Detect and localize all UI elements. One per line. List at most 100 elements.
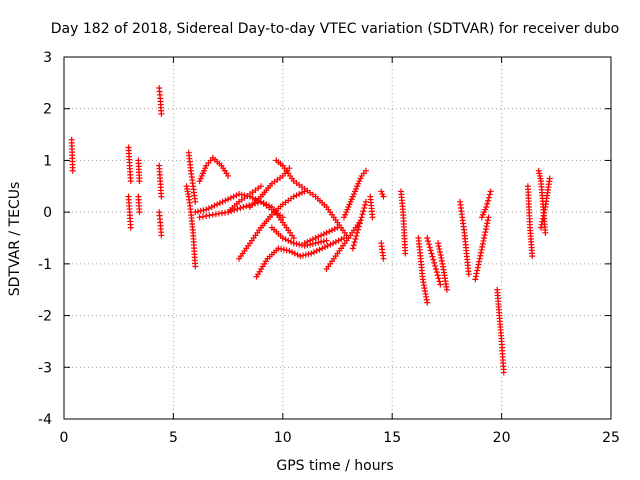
data-point <box>192 209 199 216</box>
y-tick-label: -4 <box>38 412 52 428</box>
data-point <box>136 178 143 185</box>
data-point <box>356 220 363 227</box>
data-point <box>225 172 232 179</box>
data-point <box>479 240 486 247</box>
axes: 0 5 10 15 20 25 -4 -3 -2 -1 0 1 2 3 <box>38 50 620 446</box>
data-point <box>539 215 546 222</box>
data-point <box>480 237 487 244</box>
data-point <box>477 249 484 256</box>
data-point <box>285 237 292 244</box>
data-point <box>431 259 438 266</box>
x-tick-label: 10 <box>274 430 292 446</box>
data-point <box>478 246 485 253</box>
data-point <box>481 232 488 239</box>
data-point <box>257 183 264 190</box>
plot-frame <box>63 56 612 420</box>
series-t2 <box>125 144 134 185</box>
data-point <box>307 237 314 244</box>
series-t9 <box>183 183 199 270</box>
data-point <box>541 209 548 216</box>
data-point <box>240 203 247 210</box>
data-point <box>380 255 387 262</box>
data-point <box>286 247 293 254</box>
data-point <box>362 201 369 208</box>
data-point <box>312 235 319 241</box>
y-tick-label: 3 <box>43 50 52 66</box>
series-t23 <box>349 198 369 252</box>
data-point <box>236 191 243 198</box>
series-t14 <box>225 183 264 216</box>
data-point <box>351 239 358 246</box>
data-point <box>424 299 431 306</box>
data-point <box>424 235 431 241</box>
y-axis-label: SDTVAR / TECUs <box>7 182 23 297</box>
data-point <box>227 194 234 201</box>
data-point <box>432 262 439 269</box>
series-t33 <box>478 188 494 221</box>
data-point <box>257 198 264 205</box>
data-point <box>485 197 492 204</box>
data-point <box>541 206 548 213</box>
data-point <box>486 191 493 198</box>
series-t7 <box>156 162 165 200</box>
data-point <box>203 206 210 213</box>
data-point <box>321 244 328 251</box>
series-t20 <box>301 224 341 247</box>
data-point <box>538 221 545 228</box>
series-t8 <box>156 209 165 239</box>
data-point <box>315 233 322 240</box>
data-point <box>275 245 282 252</box>
data-point <box>335 237 342 244</box>
x-tick-label: 25 <box>602 430 620 446</box>
data-point <box>484 217 491 224</box>
series-t3 <box>125 193 134 231</box>
data-point <box>127 224 134 231</box>
data-point <box>540 212 547 219</box>
data-point <box>310 249 317 256</box>
data-point <box>279 235 286 241</box>
data-point <box>228 208 235 215</box>
data-point <box>315 239 322 246</box>
data-points <box>68 85 553 376</box>
y-tick-label: 1 <box>43 153 52 169</box>
data-point <box>474 267 481 274</box>
series-t1 <box>68 136 76 174</box>
data-point <box>357 217 364 224</box>
data-point <box>437 251 444 258</box>
data-point <box>288 238 295 245</box>
series-t16 <box>253 235 348 280</box>
series-t35 <box>524 183 536 260</box>
data-point <box>252 200 259 207</box>
data-point <box>158 232 165 239</box>
series-t30 <box>435 240 450 293</box>
data-point <box>300 252 307 259</box>
x-axis-label: GPS time / hours <box>276 458 393 474</box>
series-t29 <box>424 235 444 288</box>
data-point <box>437 281 444 288</box>
data-point <box>437 249 444 256</box>
x-tick-label: 20 <box>493 430 511 446</box>
y-tick-label: 0 <box>43 205 52 221</box>
data-point <box>476 255 483 262</box>
data-point <box>158 110 165 117</box>
data-point <box>362 167 369 174</box>
series-t25 <box>378 188 387 200</box>
data-point <box>319 245 326 252</box>
data-point <box>546 175 553 182</box>
data-point <box>211 202 218 209</box>
series-t26 <box>378 240 387 262</box>
data-point <box>435 240 442 247</box>
data-point <box>203 213 210 220</box>
data-point <box>206 212 213 219</box>
data-point <box>282 236 289 243</box>
data-point <box>472 273 479 280</box>
data-point <box>539 218 546 225</box>
data-point <box>484 220 491 227</box>
grid <box>64 57 611 419</box>
data-point <box>127 178 134 185</box>
data-point <box>318 238 325 245</box>
data-point <box>233 192 240 199</box>
data-point <box>230 193 237 200</box>
series-t6 <box>156 85 165 117</box>
